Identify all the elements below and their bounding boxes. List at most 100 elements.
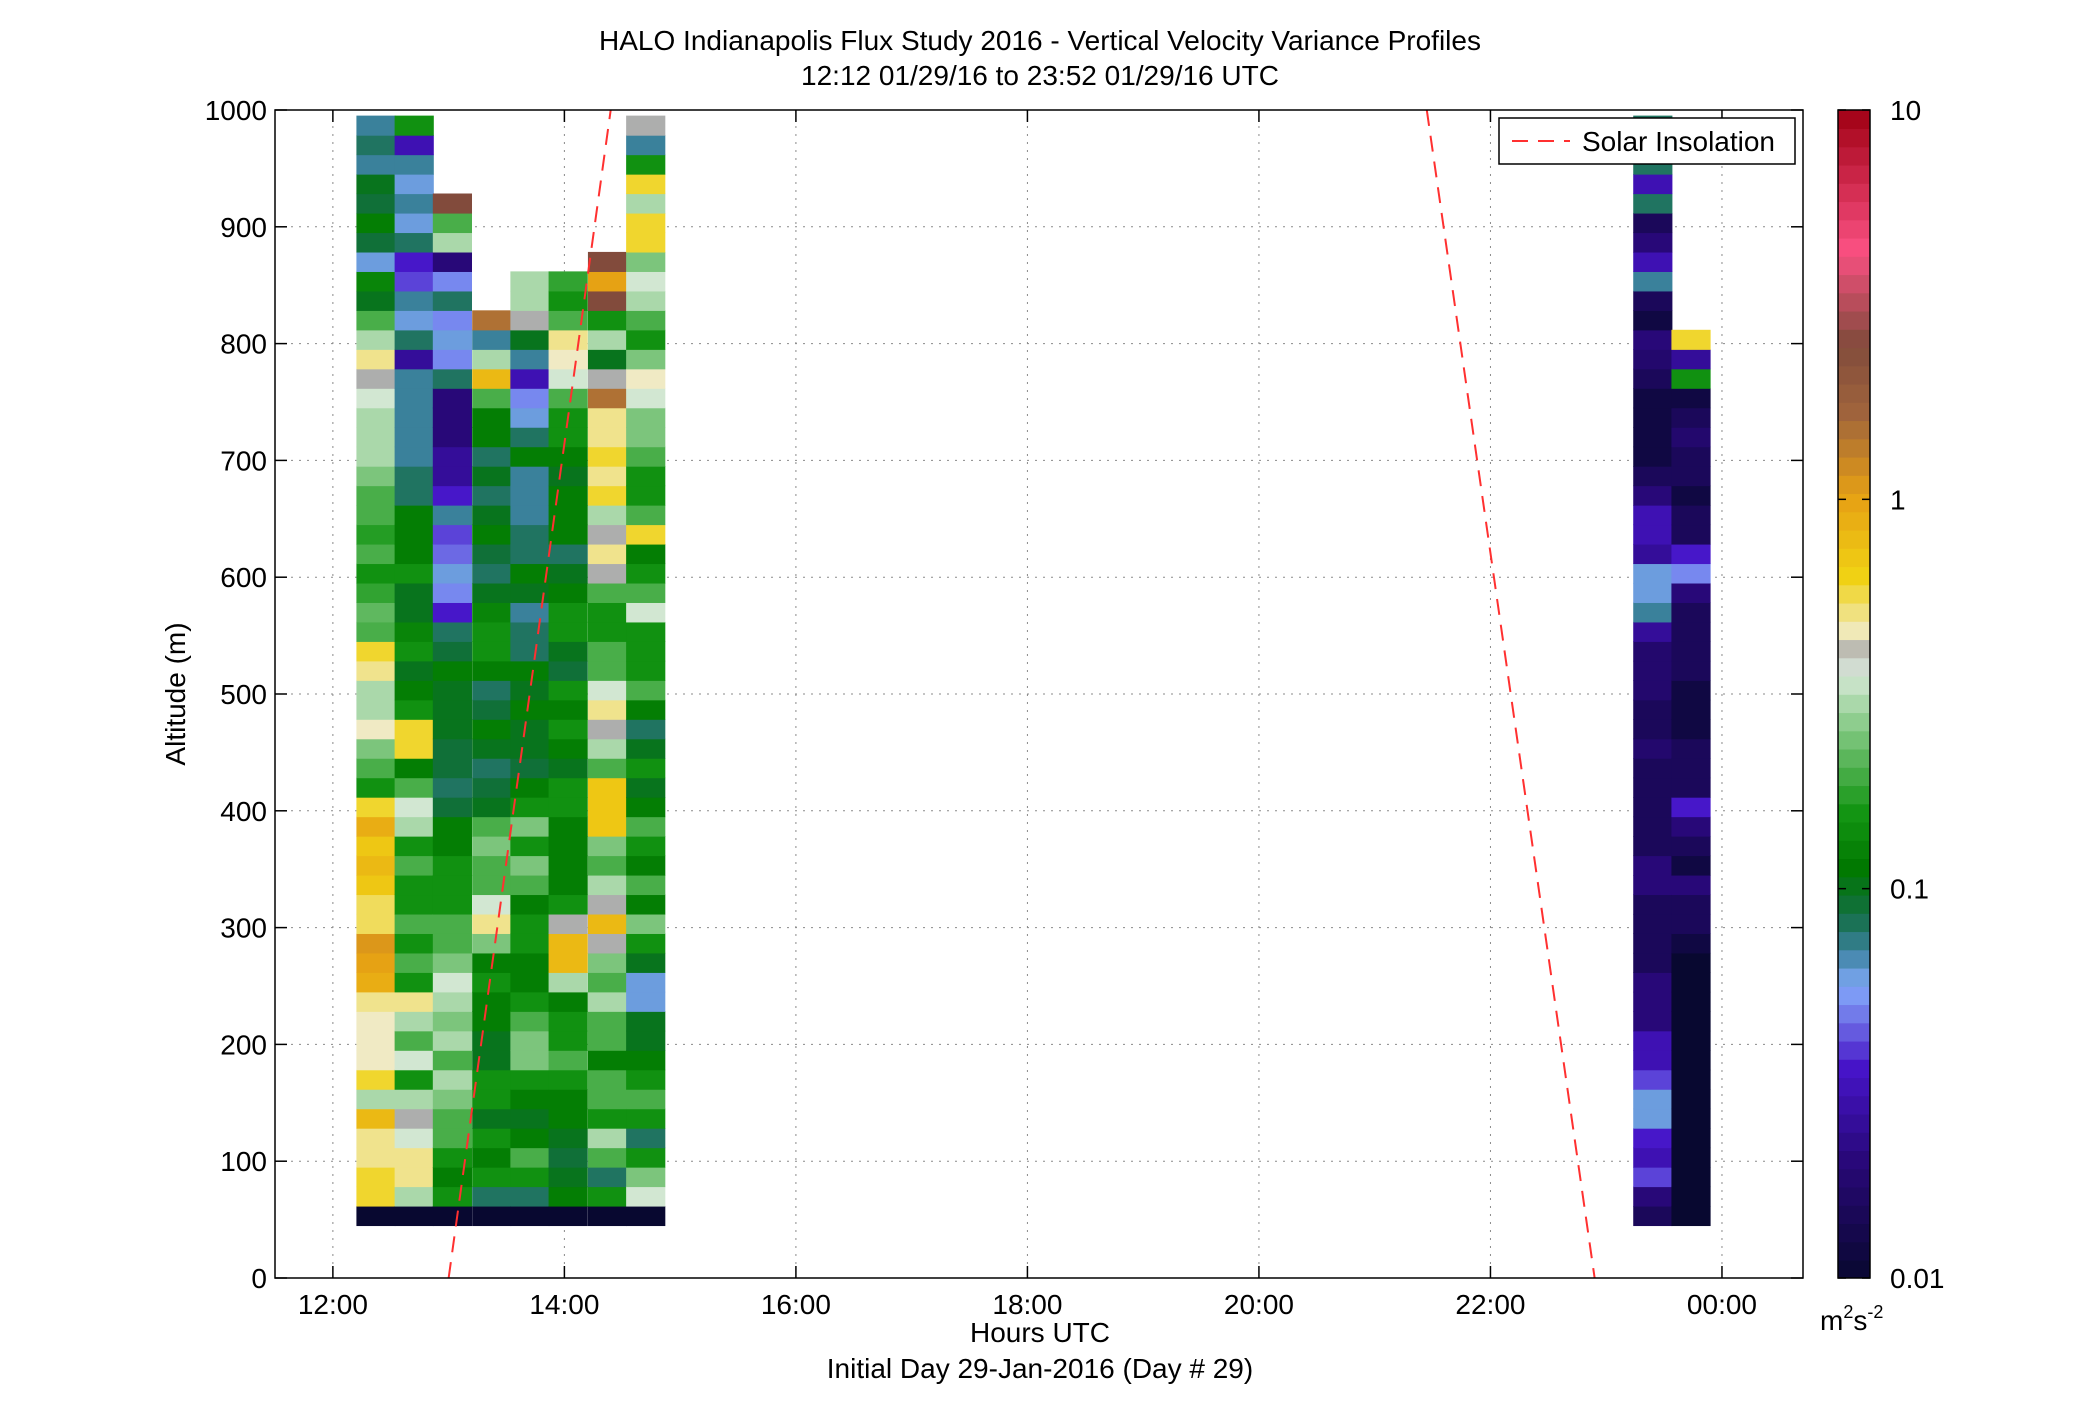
heatmap-cell xyxy=(1633,699,1673,720)
heatmap-cell xyxy=(432,738,473,759)
heatmap-cell xyxy=(432,816,473,837)
heatmap-cell xyxy=(510,699,550,720)
heatmap-cell xyxy=(1671,602,1711,623)
heatmap-cell xyxy=(548,641,588,662)
heatmap-cell xyxy=(432,1089,473,1110)
heatmap-cell xyxy=(1671,816,1711,837)
x-tick-label: 00:00 xyxy=(1687,1289,1757,1320)
heatmap-cell xyxy=(626,582,666,603)
heatmap-cell xyxy=(356,719,396,740)
heatmap-cell xyxy=(548,836,588,857)
heatmap-cell xyxy=(356,777,396,798)
heatmap-cell xyxy=(472,777,512,798)
heatmap-cell xyxy=(356,816,396,837)
heatmap-cell xyxy=(394,543,434,565)
heatmap-cell xyxy=(472,427,512,448)
heatmap-cell xyxy=(587,894,628,915)
heatmap-cell xyxy=(432,329,473,350)
x-tick-label: 12:00 xyxy=(298,1289,368,1320)
heatmap-cell xyxy=(626,1205,666,1227)
heatmap-cell xyxy=(356,212,396,234)
heatmap-cell xyxy=(1633,1108,1673,1129)
heatmap-cell xyxy=(1671,427,1711,448)
heatmap-cell xyxy=(626,797,666,818)
heatmap-cell xyxy=(394,368,434,389)
heatmap-cell xyxy=(1671,719,1711,740)
heatmap-cell xyxy=(432,212,473,234)
heatmap-cell xyxy=(356,1186,396,1207)
heatmap-cell xyxy=(626,699,666,720)
heatmap-cell xyxy=(548,855,588,876)
heatmap-cell xyxy=(472,1167,512,1188)
heatmap-cell xyxy=(1671,446,1711,467)
heatmap-cell xyxy=(356,446,396,467)
heatmap-cell xyxy=(626,115,666,136)
heatmap-cell xyxy=(394,874,434,896)
heatmap-cell xyxy=(356,251,396,272)
colorbar-segment xyxy=(1838,274,1870,294)
heatmap-cell xyxy=(432,874,473,896)
colorbar-segment xyxy=(1838,1205,1870,1225)
heatmap-cell xyxy=(1633,427,1673,448)
heatmap-cell xyxy=(626,660,666,681)
heatmap-cell xyxy=(432,913,473,934)
heatmap-cell xyxy=(510,388,550,409)
colorbar-segment xyxy=(1838,383,1870,403)
heatmap-cell xyxy=(587,310,628,331)
heatmap-cell xyxy=(587,719,628,740)
heatmap-cell xyxy=(626,1108,666,1129)
chart-subtitle: 12:12 01/29/16 to 23:52 01/29/16 UTC xyxy=(801,60,1279,91)
heatmap-cell xyxy=(1633,991,1673,1012)
heatmap-cell xyxy=(626,310,666,331)
heatmap-cell xyxy=(510,797,550,818)
colorbar-tick-label: 1 xyxy=(1890,484,1906,515)
heatmap-cell xyxy=(432,407,473,428)
heatmap-cell xyxy=(472,1030,512,1051)
heatmap-cell xyxy=(626,290,666,311)
heatmap-cell xyxy=(548,952,588,973)
heatmap-cell xyxy=(510,991,550,1012)
heatmap-cell xyxy=(626,680,666,701)
heatmap-cell xyxy=(1633,660,1673,681)
heatmap-cell xyxy=(626,1011,666,1032)
colorbar-segment xyxy=(1838,475,1870,495)
heatmap-cell xyxy=(432,933,473,954)
heatmap-cell xyxy=(394,174,434,195)
heatmap-cell xyxy=(626,816,666,837)
heatmap-cell xyxy=(587,972,628,993)
heatmap-cell xyxy=(1633,874,1673,896)
heatmap-cell xyxy=(472,1089,512,1110)
heatmap-cell xyxy=(626,193,666,214)
colorbar-tick-label: 0.01 xyxy=(1890,1263,1945,1294)
heatmap-cell xyxy=(510,1089,550,1110)
colorbar-segment xyxy=(1838,730,1870,750)
heatmap-cell xyxy=(356,1205,396,1227)
heatmap-cell xyxy=(510,1069,550,1090)
heatmap-cell xyxy=(472,602,512,623)
heatmap-cell xyxy=(626,738,666,759)
colorbar-segment xyxy=(1838,1132,1870,1152)
heatmap-cell xyxy=(626,1167,666,1188)
heatmap-cell xyxy=(548,446,588,467)
heatmap-cell xyxy=(432,427,473,448)
heatmap-cell xyxy=(432,485,473,506)
heatmap-cell xyxy=(510,641,550,662)
heatmap-cell xyxy=(1633,816,1673,837)
heatmap-cell xyxy=(587,874,628,896)
heatmap-cell xyxy=(394,972,434,993)
heatmap-cell xyxy=(587,855,628,876)
y-tick-label: 0 xyxy=(251,1263,267,1294)
colorbar-segment xyxy=(1838,201,1870,221)
heatmap-cell xyxy=(432,660,473,681)
heatmap-cell xyxy=(626,505,666,526)
heatmap-cell xyxy=(587,1011,628,1032)
heatmap-cell xyxy=(472,446,512,467)
heatmap-cell xyxy=(626,972,666,993)
y-tick-label: 900 xyxy=(220,212,267,243)
heatmap-cell xyxy=(1633,719,1673,740)
heatmap-cell xyxy=(548,1069,588,1090)
heatmap-cell xyxy=(472,991,512,1012)
heatmap-cell xyxy=(587,251,628,272)
heatmap-cell xyxy=(1633,329,1673,350)
heatmap-cell xyxy=(394,232,434,253)
